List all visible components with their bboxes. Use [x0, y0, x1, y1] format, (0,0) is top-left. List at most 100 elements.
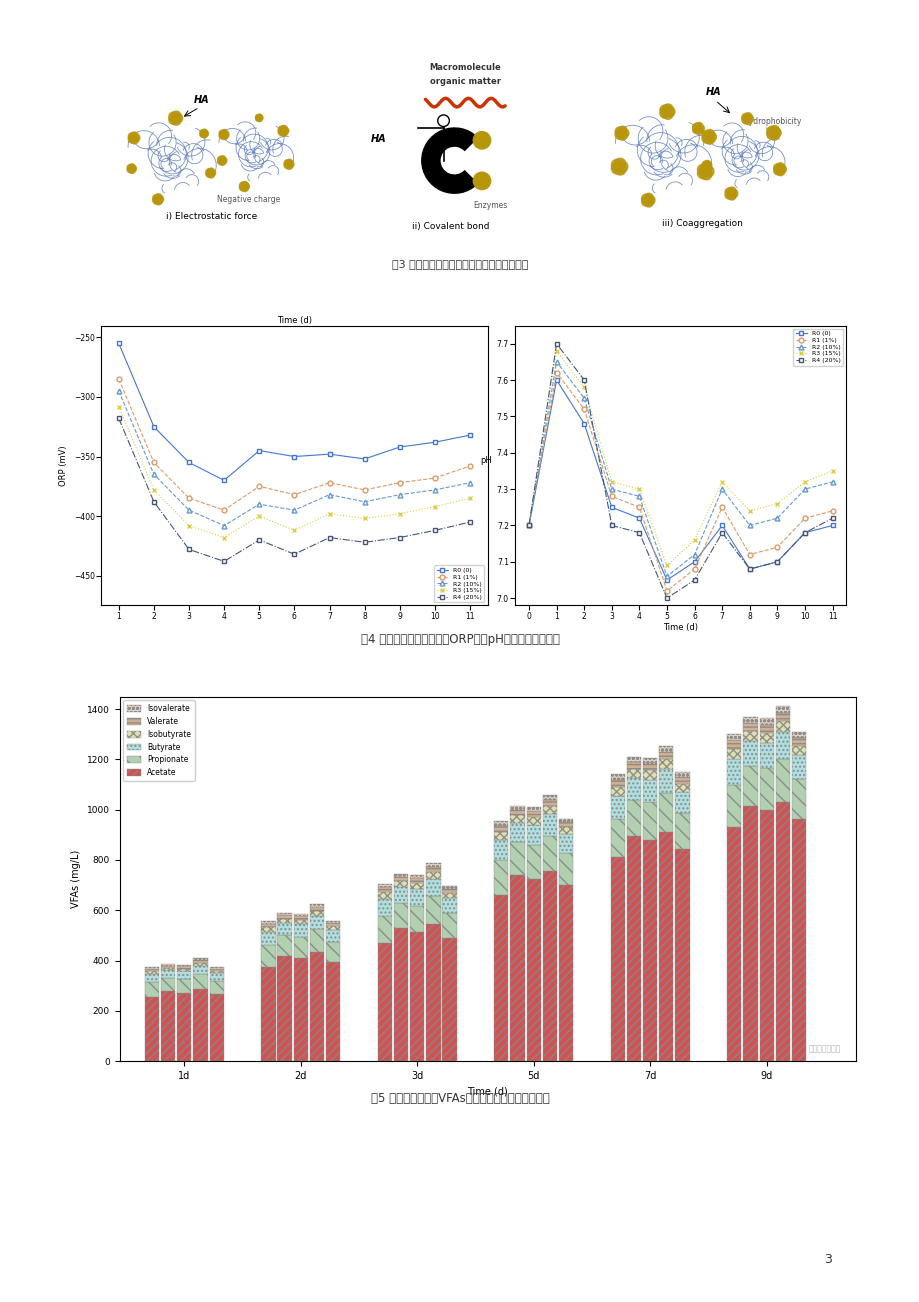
R1 (1%) [716, 500, 727, 516]
Bar [659, 832, 673, 1061]
Bar [442, 937, 456, 1061]
Bar [410, 883, 424, 889]
Bar [210, 967, 223, 969]
Bar [261, 927, 275, 932]
Bar [378, 884, 391, 888]
R0 (0) [743, 561, 754, 577]
Circle shape [130, 135, 138, 143]
R3 (15%) [219, 530, 230, 546]
Bar [642, 840, 656, 1061]
Circle shape [616, 161, 627, 172]
Line: R1 (1%): R1 (1%) [526, 370, 834, 594]
Bar [675, 772, 689, 777]
Bar [659, 793, 673, 832]
R2 (10%) [358, 493, 369, 509]
Bar [775, 759, 789, 802]
Circle shape [643, 193, 652, 202]
Bar [743, 717, 756, 723]
Bar [759, 810, 773, 1061]
R1 (1%) [633, 500, 644, 516]
Bar [425, 879, 440, 897]
Circle shape [472, 172, 490, 190]
Bar [393, 874, 408, 878]
R2 (10%) [289, 503, 300, 518]
Circle shape [727, 187, 735, 195]
Circle shape [256, 115, 262, 118]
Circle shape [741, 116, 749, 124]
R3 (15%) [429, 499, 440, 514]
R2 (10%) [633, 488, 644, 504]
Bar [610, 773, 624, 780]
R2 (10%) [323, 487, 335, 503]
Bar [310, 906, 323, 910]
Circle shape [154, 198, 162, 204]
R2 (10%) [219, 518, 230, 534]
Bar [726, 785, 741, 827]
Circle shape [128, 135, 136, 143]
Circle shape [206, 171, 212, 177]
Legend: R0 (0), R1 (1%), R2 (10%), R3 (15%), R4 (20%): R0 (0), R1 (1%), R2 (10%), R3 (15%), R4 … [792, 328, 843, 366]
Circle shape [702, 165, 713, 177]
Circle shape [776, 167, 784, 176]
R4 (20%) [550, 336, 562, 352]
Line: R1 (1%): R1 (1%) [116, 376, 472, 513]
Text: HA: HA [706, 86, 720, 96]
Circle shape [239, 182, 246, 189]
Bar [425, 863, 440, 867]
Legend: R0 (0), R1 (1%), R2 (10%), R3 (15%), R4 (20%): R0 (0), R1 (1%), R2 (10%), R3 (15%), R4 … [434, 565, 484, 603]
Circle shape [663, 104, 673, 115]
Text: HA: HA [370, 134, 386, 145]
Circle shape [284, 161, 290, 168]
Circle shape [217, 156, 223, 163]
Text: ii) Covalent bond: ii) Covalent bond [412, 223, 489, 232]
Circle shape [743, 113, 751, 121]
Bar [442, 889, 456, 893]
R1 (1%) [743, 547, 754, 562]
Circle shape [769, 130, 778, 141]
Bar [442, 885, 456, 889]
Circle shape [169, 115, 178, 124]
Bar [626, 758, 641, 762]
Bar [659, 753, 673, 759]
Circle shape [696, 125, 704, 133]
Bar [610, 796, 624, 819]
Circle shape [132, 134, 140, 142]
R2 (10%) [254, 496, 265, 512]
Bar [626, 762, 641, 768]
Circle shape [202, 130, 209, 137]
Bar [494, 861, 508, 896]
Bar [161, 963, 175, 966]
Circle shape [614, 159, 625, 169]
R3 (15%) [183, 518, 194, 534]
Legend: Isovalerate, Valerate, Isobutyrate, Butyrate, Propionate, Acetate: Isovalerate, Valerate, Isobutyrate, Buty… [123, 700, 195, 781]
Bar [293, 958, 308, 1061]
R0 (0) [219, 473, 230, 488]
Circle shape [130, 132, 138, 139]
Circle shape [701, 161, 708, 168]
Bar [161, 991, 175, 1061]
Bar [642, 802, 656, 840]
R3 (15%) [323, 506, 335, 522]
R3 (15%) [578, 379, 589, 395]
Bar [675, 849, 689, 1061]
Circle shape [641, 194, 650, 203]
R4 (20%) [358, 535, 369, 551]
Circle shape [727, 191, 735, 201]
Title: Time (d): Time (d) [277, 315, 312, 324]
R1 (1%) [578, 401, 589, 417]
Bar [193, 990, 208, 1061]
Circle shape [701, 130, 711, 141]
Circle shape [278, 129, 285, 135]
R1 (1%) [464, 458, 475, 474]
Bar [177, 993, 191, 1061]
R3 (15%) [606, 474, 617, 490]
Bar [325, 962, 340, 1061]
Bar [278, 923, 291, 935]
R1 (1%) [429, 470, 440, 486]
Circle shape [704, 164, 709, 171]
Line: R4 (20%): R4 (20%) [526, 341, 834, 600]
R0 (0) [550, 372, 562, 388]
Circle shape [614, 164, 625, 174]
R0 (0) [394, 439, 405, 454]
R2 (10%) [606, 482, 617, 497]
